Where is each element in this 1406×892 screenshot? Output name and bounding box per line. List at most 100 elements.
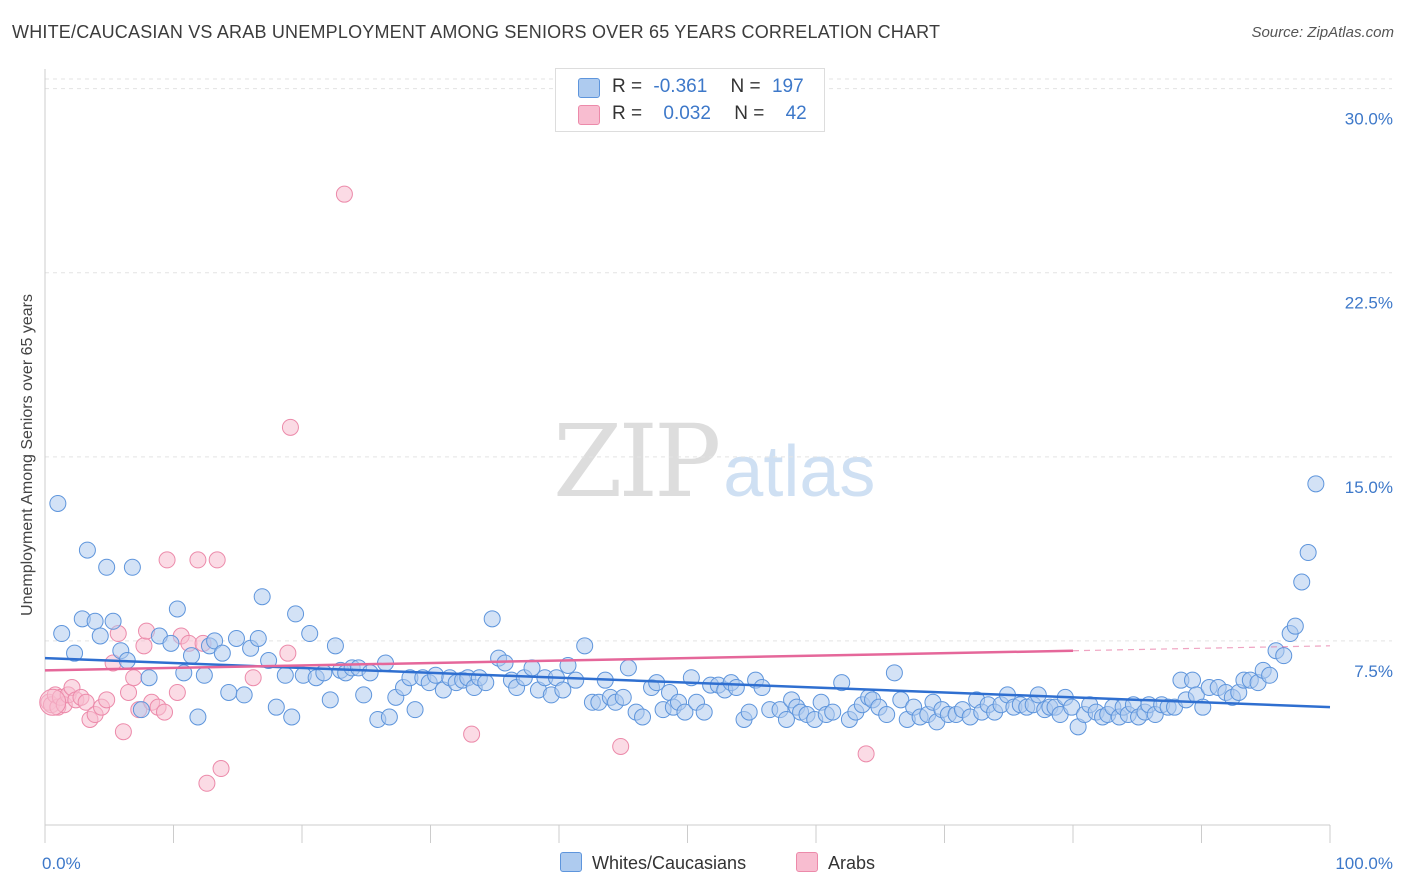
white-point: [777, 710, 795, 728]
white-point: [885, 664, 903, 682]
series-label-arab: Arabs: [828, 853, 876, 873]
white-point: [380, 708, 398, 726]
white-point: [53, 625, 71, 643]
white-point: [1307, 475, 1325, 493]
white-point: [213, 644, 231, 662]
arab-point: [189, 551, 207, 569]
white-point: [496, 654, 514, 672]
white-point: [78, 541, 96, 559]
chart-title: WHITE/CAUCASIAN VS ARAB UNEMPLOYMENT AMO…: [12, 22, 941, 42]
y-tick-label: 22.5%: [1345, 294, 1393, 313]
white-point: [104, 612, 122, 630]
axes: [44, 69, 1331, 843]
x-tick-label: 0.0%: [42, 854, 81, 873]
white-point: [477, 674, 495, 692]
white-point: [315, 664, 333, 682]
white-point: [361, 664, 379, 682]
white-point: [406, 701, 424, 719]
white-point: [123, 558, 141, 576]
white-point: [267, 698, 285, 716]
arab-point: [612, 737, 630, 755]
white-point: [833, 674, 851, 692]
legend-r-label: R =: [612, 103, 643, 124]
series-swatch-arab: [796, 852, 818, 872]
white-point: [1184, 671, 1202, 689]
stats-legend: R = -0.361 N = 197 R = 0.032 N = 42: [555, 68, 825, 132]
white-point: [619, 659, 637, 677]
y-tick-label: 7.5%: [1354, 662, 1393, 681]
white-point: [249, 629, 267, 647]
arab-point: [114, 723, 132, 741]
white-point: [276, 666, 294, 684]
white-point: [227, 629, 245, 647]
white-point: [168, 600, 186, 618]
white-point: [283, 708, 301, 726]
white-point: [878, 706, 896, 724]
arab-points: [39, 185, 875, 792]
arab-point: [135, 637, 153, 655]
white-point: [260, 652, 278, 670]
white-point: [206, 632, 224, 650]
white-point: [301, 625, 319, 643]
white-point: [66, 644, 84, 662]
white-points: [49, 475, 1325, 736]
arab-point: [156, 703, 174, 721]
arab-point: [77, 693, 95, 711]
tick-labels: 7.5% 15.0% 22.5% 30.0% 0.0% 100.0%: [42, 110, 1393, 873]
white-point: [576, 637, 594, 655]
trend-lines: [44, 645, 1331, 709]
white-point: [1063, 698, 1081, 716]
white-point: [321, 691, 339, 709]
series-legend-arab: Arabs: [796, 852, 875, 874]
arab-point: [125, 669, 143, 687]
arab-point: [120, 683, 138, 701]
y-tick-label: 15.0%: [1345, 478, 1393, 497]
series-legend-white: Whites/Caucasians: [560, 852, 746, 874]
white-point: [567, 671, 585, 689]
watermark-atlas: atlas: [723, 432, 876, 512]
white-point: [162, 634, 180, 652]
white-point: [91, 627, 109, 645]
arab-trend-extension: [1072, 645, 1331, 652]
white-point: [554, 681, 572, 699]
white-point: [86, 612, 104, 630]
white-point: [140, 669, 158, 687]
watermark: ZIPatlas: [553, 403, 875, 520]
white-point: [49, 494, 67, 512]
arab-point: [463, 725, 481, 743]
white-point: [676, 703, 694, 721]
x-tick-label: 100.0%: [1335, 854, 1393, 873]
arab-point: [857, 745, 875, 763]
arab-point: [39, 688, 67, 716]
white-point: [326, 637, 344, 655]
series-label-white: Whites/Caucasians: [592, 853, 747, 873]
white-point: [1275, 647, 1293, 665]
arab-point: [168, 683, 186, 701]
white-point: [182, 647, 200, 665]
arab-point: [335, 185, 353, 203]
arab-point: [279, 644, 297, 662]
arab-point: [158, 551, 176, 569]
arab-point: [244, 669, 262, 687]
arab-point: [98, 691, 116, 709]
white-point: [1286, 617, 1304, 635]
white-point: [634, 708, 652, 726]
y-tick-label: 30.0%: [1345, 110, 1393, 129]
arab-point: [198, 774, 216, 792]
white-point: [727, 679, 745, 697]
white-point: [614, 688, 632, 706]
arab-trend-line: [44, 649, 1074, 672]
white-point: [695, 703, 713, 721]
white-point: [98, 558, 116, 576]
legend-swatch-arab: [578, 105, 600, 125]
white-point: [1299, 544, 1317, 562]
arab-point: [208, 551, 226, 569]
legend-n-label: N =: [734, 103, 765, 124]
grid-lines: [45, 78, 1392, 642]
white-point: [824, 703, 842, 721]
arab-point: [212, 760, 230, 778]
white-point: [253, 588, 271, 606]
source-label: Source: ZipAtlas.com: [1251, 24, 1394, 41]
white-point: [195, 666, 213, 684]
